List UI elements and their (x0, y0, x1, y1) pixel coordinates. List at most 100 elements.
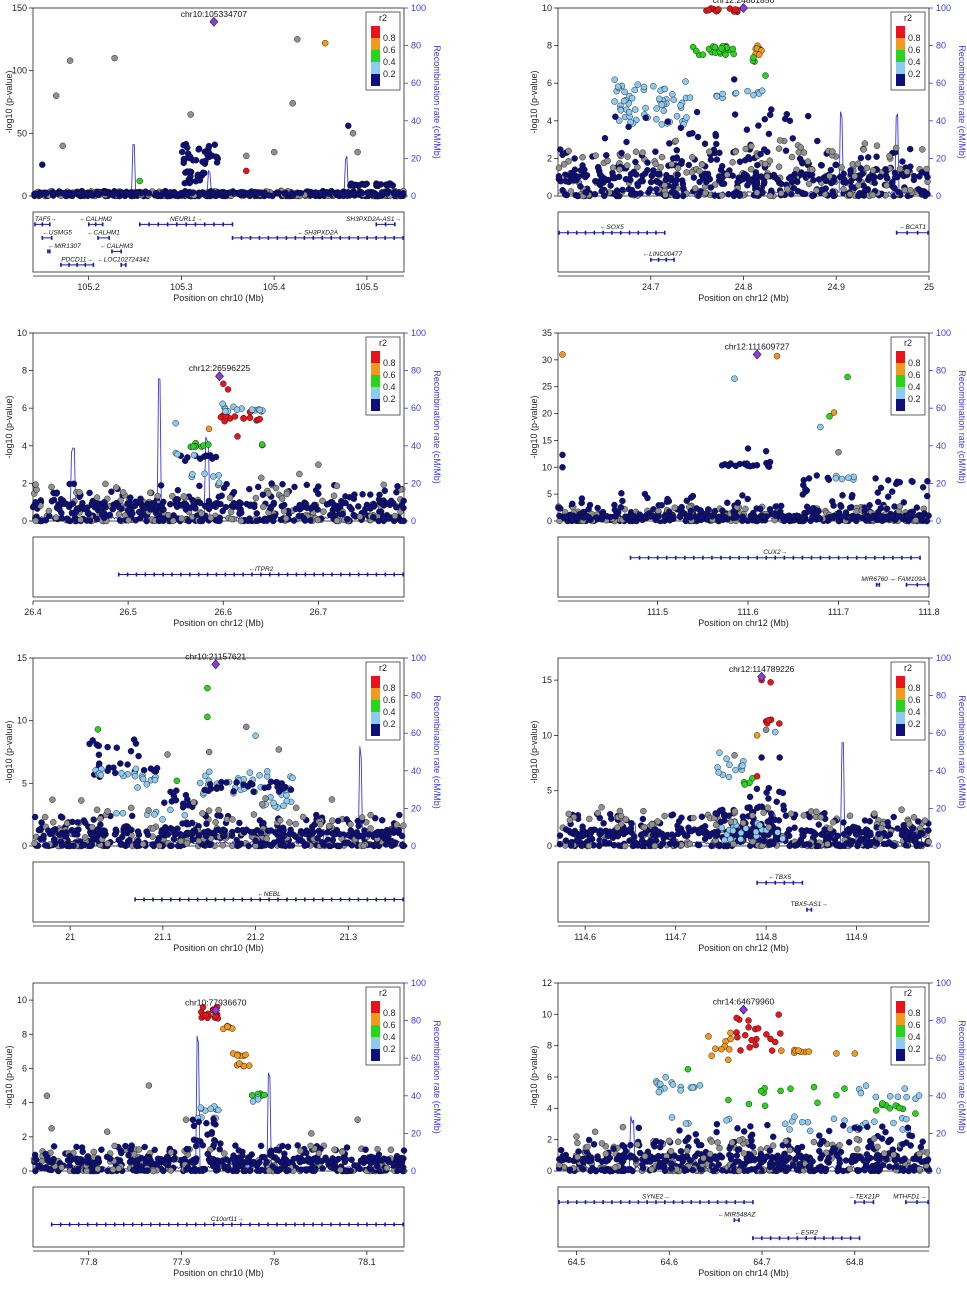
snp-point-band (741, 171, 747, 177)
snp-point-band (827, 514, 833, 520)
snp-point-background (205, 1151, 211, 1157)
gene-exon (756, 881, 758, 885)
snp-point-band (159, 830, 165, 836)
snp-point-grey (809, 167, 815, 173)
snp-point-lightblue (290, 775, 296, 781)
snp-point-band (925, 827, 931, 833)
snp-point-background (792, 825, 798, 831)
snp-point-band (599, 173, 605, 179)
snp-point-background (101, 511, 107, 517)
snp-point-band (281, 833, 287, 839)
snp-point-background (370, 514, 376, 520)
snp-point-red (247, 415, 253, 421)
legend-tick-label: 0.8 (908, 33, 921, 43)
gene-exon (747, 556, 749, 560)
snp-point-lightblue (678, 102, 684, 108)
snp-point-band (287, 831, 293, 837)
gene-exon (153, 572, 155, 576)
gene-exon (576, 231, 578, 235)
snp-point-grey (78, 798, 84, 804)
snp-point-band (167, 189, 173, 195)
y2-tick-label: 40 (936, 766, 946, 776)
snp-point-background (287, 820, 293, 826)
snp-point-band (311, 502, 317, 508)
x-axis-label: Position on chr10 (Mb) (173, 293, 264, 303)
snp-point-band (88, 832, 94, 838)
snp-point-band (870, 175, 876, 181)
snp-point-navy (665, 496, 671, 502)
snp-point-band (733, 515, 739, 521)
gene-exon (919, 556, 921, 560)
snp-point-band (668, 175, 674, 181)
snp-point-lightblue (833, 475, 839, 481)
snp-point-navy (873, 475, 879, 481)
snp-point-band (359, 190, 365, 196)
snp-point-navy (626, 124, 632, 130)
snp-point-grey (743, 146, 749, 152)
gene-exon (901, 556, 903, 560)
snp-point-background (136, 509, 142, 515)
snp-point-navy (674, 155, 680, 161)
snp-point-band (114, 190, 120, 196)
snp-point-background (273, 485, 279, 491)
snp-point-background (33, 1156, 39, 1162)
gene-exon (102, 222, 104, 226)
snp-point-navy (207, 781, 213, 787)
snp-point-navy (182, 458, 188, 464)
gene-exon (339, 236, 341, 240)
snp-point-band (639, 831, 645, 837)
gene-exon (321, 236, 323, 240)
snp-point-band (324, 501, 330, 507)
snp-point-navy (105, 744, 111, 750)
snp-point-background (335, 818, 341, 824)
snp-point-navy (737, 159, 743, 165)
snp-point-band (761, 514, 767, 520)
snp-point-lightblue (726, 774, 732, 780)
snp-point-band (289, 190, 295, 196)
snp-point-background (557, 841, 563, 847)
gene-exon (756, 556, 758, 560)
snp-point-green (723, 52, 729, 58)
snp-point-navy (755, 123, 761, 129)
snp-point-navy (624, 139, 630, 145)
snp-point-band (716, 177, 722, 183)
snp-point-background (638, 190, 644, 196)
snp-point-lightblue (719, 825, 725, 831)
snp-point-background (697, 168, 703, 174)
snp-point-background (331, 493, 337, 499)
y2-tick-label: 20 (411, 1128, 421, 1138)
snp-point-navy (772, 817, 778, 823)
snp-point-green (742, 782, 748, 788)
gene-exon (322, 572, 324, 576)
snp-point-lightblue (202, 471, 208, 477)
snp-point-background (919, 192, 925, 198)
snp-point-grey (105, 808, 111, 814)
gene-exon (51, 236, 53, 240)
snp-point-navy (885, 494, 891, 500)
snp-point-background (150, 1168, 156, 1174)
snp-point-lightblue (653, 116, 659, 122)
snp-point-background (841, 820, 847, 826)
y-tick-label: 4 (22, 1098, 27, 1108)
snp-point-grey (640, 808, 646, 814)
gene-exon (179, 897, 181, 901)
snp-point-red (768, 679, 774, 685)
snp-point-navy (920, 484, 926, 490)
gene-exon (620, 231, 622, 235)
snp-point-band (664, 832, 670, 838)
snp-point-band (75, 506, 81, 512)
snp-point-lightblue (189, 471, 195, 477)
snp-point-background (784, 186, 790, 192)
snp-point-background (64, 820, 70, 826)
snp-point-background (69, 819, 75, 825)
snp-point-band (310, 829, 316, 835)
gene-exon (313, 236, 315, 240)
snp-point-lightblue (612, 99, 618, 105)
gene-exon (838, 556, 840, 560)
gene-exon (206, 897, 208, 901)
snp-point-lightblue (98, 772, 104, 778)
snp-point-lightblue (732, 376, 738, 382)
gene-exon (876, 583, 878, 587)
snp-point-band (384, 191, 390, 197)
gene-exon (232, 236, 234, 240)
